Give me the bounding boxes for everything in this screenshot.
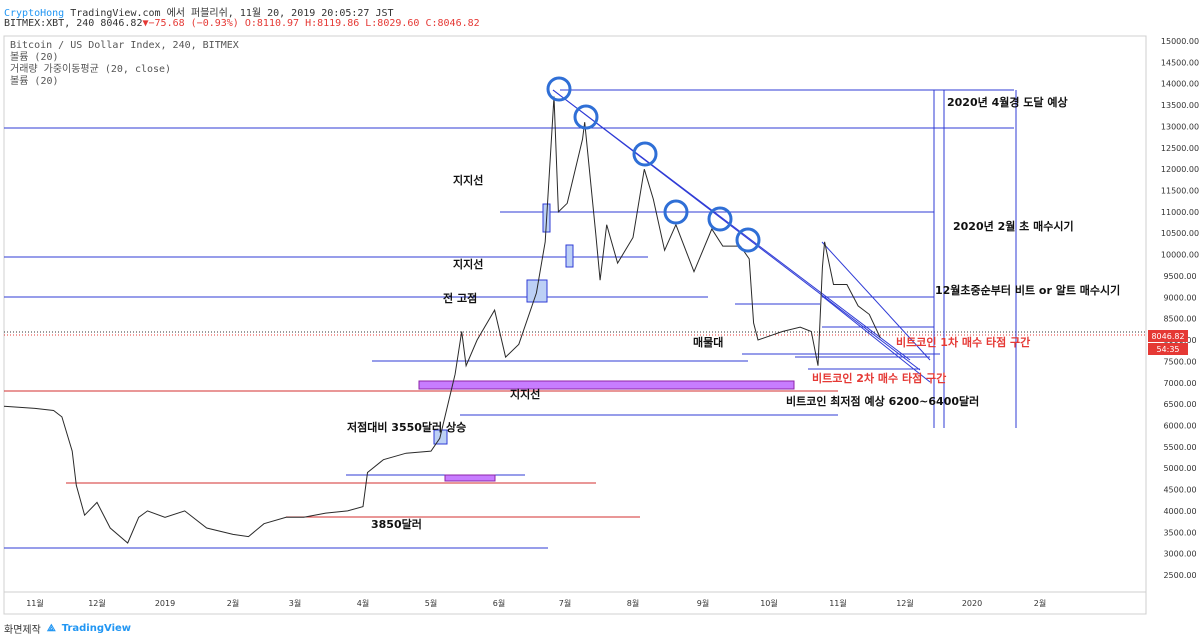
y-tick-label: 3000.00 [1163,550,1196,559]
x-tick-label: 12월 [896,598,914,608]
y-tick-label: 10500.00 [1161,229,1199,238]
annotation-buy-zone-2: 비트코인 2차 매수 타점 구간 [812,371,946,385]
peak-circle-4[interactable] [663,199,689,225]
author-name[interactable]: CryptoHong [4,8,65,19]
y-tick-label: 12500.00 [1161,144,1199,153]
down-triangle-icon: ▼ [142,18,149,29]
published-text: TradingView.com 에서 퍼블리쉬, 11월 20, 2019 20… [70,8,394,19]
legend-vwma[interactable]: 거래량 가중이동평균 (20, close) [10,64,172,75]
y-tick-label: 13500.00 [1161,101,1199,110]
x-tick-label: 7월 [559,598,571,608]
y-tick-label: 10000.00 [1161,251,1199,260]
symbol-info: BITMEX:XBT, 240 8046.82 [4,18,143,29]
x-tick-label: 2019 [155,599,175,608]
time-axis-ticks: 11월 12월 2019 2월 3월 4월 5월 6월 7월 8월 9월 10월 11월 12월 2020 2… [26,598,1046,608]
price-axis-ticks: 2500.00 3000.00 3500.00 4000.00 4500.00 5000.… [1161,37,1199,580]
made-with-label: 화면제작 [4,625,41,636]
y-tick-label: 14000.00 [1161,80,1199,89]
annotation-target-2020-04: 2020년 4월경 도달 예상 [947,95,1068,109]
annotation-lowest-estimate: 비트코인 최저점 예상 6200~6400달러 [786,394,979,408]
indicator-legend: Bitcoin / US Dollar Index, 240, BITMEX 볼… [10,40,239,88]
x-tick-label: 11월 [26,598,44,608]
drawings [4,89,1017,549]
publish-info: CryptoHong TradingView.com 에서 퍼블리쉬, 11월 … [4,4,394,19]
peak-circles [546,76,761,253]
downtrend-line-secondary[interactable] [552,89,921,371]
last-price-tag [1148,330,1188,342]
peak-circle-3[interactable] [632,141,658,167]
y-tick-label: 4000.00 [1163,507,1196,516]
x-tick-label: 2월 [227,598,239,608]
last-price-value: 8046.82 [1151,332,1184,341]
y-tick-label: 8500.00 [1163,315,1196,324]
legend-volume-2[interactable]: 볼륨 (20) [10,76,59,87]
countdown-value: 54:35 [1156,345,1179,354]
y-tick-label: 5500.00 [1163,443,1196,452]
marker-box-2[interactable] [565,244,574,268]
y-tick-label: 14500.00 [1161,58,1199,67]
x-tick-label: 2월 [1034,598,1046,608]
y-tick-label: 5000.00 [1163,464,1196,473]
y-tick-label: 13000.00 [1161,122,1199,131]
y-tick-label: 15000.00 [1161,37,1199,46]
x-tick-label: 11월 [829,598,847,608]
chart-header: CryptoHong TradingView.com 에서 퍼블리쉬, 11월 … [0,0,1200,34]
annotation-buy-zone-1: 비트코인 1차 매수 타점 구간 [896,335,1030,349]
symbol-ohlc: BITMEX:XBT, 240 8046.82▼−75.68 (−0.93%) … [4,18,480,29]
peak-circle-6[interactable] [735,227,761,253]
y-tick-label: 9500.00 [1163,272,1196,281]
annotation-sell-wall: 매물대 [693,335,723,349]
y-tick-label: 4500.00 [1163,486,1196,495]
y-tick-label: 11000.00 [1161,208,1199,217]
tradingview-logo-icon[interactable]: ⟁ [46,623,56,634]
downtrend-line-lower[interactable] [821,295,931,383]
annotation-support-1: 지지선 [453,173,483,187]
y-tick-label: 7000.00 [1163,379,1196,388]
y-tick-label: 6500.00 [1163,400,1196,409]
x-tick-label: 12월 [88,598,106,608]
x-tick-label: 8월 [627,598,639,608]
countdown-tag [1148,343,1188,355]
price-change: −75.68 (−0.93%) [148,18,239,29]
ohlc-values: O:8110.97 H:8119.86 L:8029.60 C:8046.82 [244,18,480,29]
annotation-rise-from-low: 저점대비 3550달러 상승 [347,420,466,434]
y-tick-label: 6000.00 [1163,421,1196,430]
peak-circle-1[interactable] [546,76,572,102]
annotation-prev-high: 전 고점 [443,291,477,305]
annotation-3850: 3850달러 [371,517,422,531]
downtrend-line-short[interactable] [821,241,931,361]
x-tick-label: 2020 [962,599,982,608]
y-tick-label: 12000.00 [1161,165,1199,174]
accumulation-zone[interactable] [444,474,496,482]
annotation-buy-dec: 12월초중순부터 비트 or 알트 매수시기 [935,283,1120,297]
price-series-line [3,96,881,544]
x-tick-label: 5월 [425,598,437,608]
y-tick-label: 7500.00 [1163,357,1196,366]
legend-volume[interactable]: 볼륨 (20) [10,52,59,63]
legend-symbol[interactable]: Bitcoin / US Dollar Index, 240, BITMEX [10,40,239,51]
x-tick-label: 10월 [760,598,778,608]
x-tick-label: 4월 [357,598,369,608]
tradingview-brand[interactable]: TradingView [61,623,132,634]
chart-footer: 화면제작 ⟁ TradingView [4,621,131,636]
sell-wall-zone[interactable] [418,380,795,390]
y-tick-label: 11500.00 [1161,187,1199,196]
x-tick-label: 6월 [493,598,505,608]
annotation-support-2: 지지선 [453,257,483,271]
annotation-support-3: 지지선 [510,387,540,401]
y-tick-label: 9000.00 [1163,293,1196,302]
y-tick-label: 3500.00 [1163,528,1196,537]
peak-circle-5[interactable] [707,206,733,232]
annotation-buy-2020-02: 2020년 2월 초 매수시기 [953,219,1074,233]
x-tick-label: 9월 [697,598,709,608]
peak-circle-2[interactable] [573,104,599,130]
x-tick-label: 3월 [289,598,301,608]
y-tick-label: 2500.00 [1163,571,1196,580]
